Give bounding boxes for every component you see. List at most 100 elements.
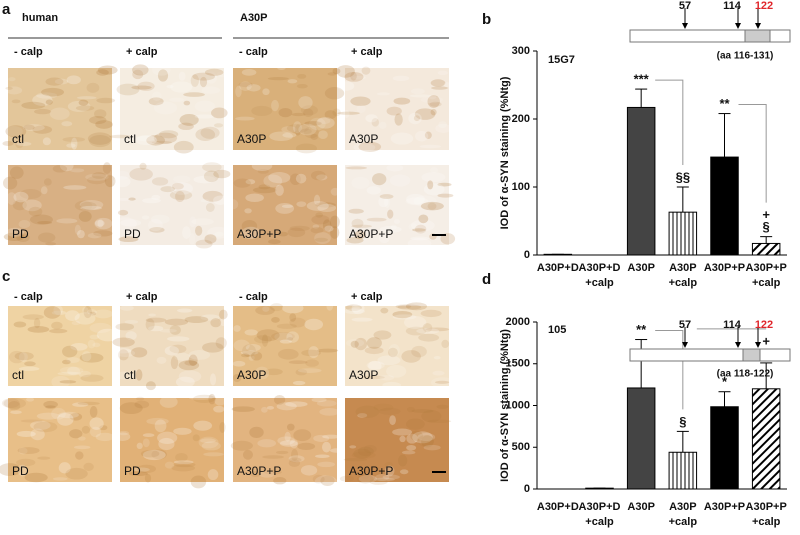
significance-mark: * [722,374,728,389]
tissue-texture [79,352,104,363]
tissue-texture [315,202,336,208]
tissue-texture [152,91,162,101]
tissue-texture [420,309,442,318]
column-label: + calp [126,291,158,303]
tissue-texture [20,419,43,423]
tissue-texture [188,233,196,245]
tissue-texture [437,182,452,187]
tissue-texture [233,178,251,188]
tissue-texture [213,123,224,128]
tissue-texture [85,173,109,181]
micrograph: PD [112,162,231,249]
tissue-texture [51,321,63,330]
tissue-texture [208,393,216,405]
significance-mark: § [679,414,686,429]
tissue-texture [270,303,284,312]
tissue-texture [27,326,50,333]
tissue-texture [81,425,91,434]
tissue-texture [218,309,228,320]
tissue-texture [160,186,175,193]
error-bar [635,339,648,388]
tissue-texture [375,473,390,481]
tissue-texture [5,125,27,138]
tissue-texture [189,396,213,400]
tissue-texture [58,411,79,419]
tissue-texture [154,419,167,433]
tissue-texture [436,404,449,409]
tissue-texture [37,221,53,225]
tissue-texture [33,421,58,433]
tissue-texture [89,426,102,438]
tissue-texture [352,75,366,80]
tissue-texture [387,347,398,358]
tissue-texture [133,467,150,472]
tissue-texture [71,137,78,150]
tissue-texture [309,117,326,131]
tissue-texture [414,108,436,120]
tissue-texture [376,92,390,96]
tissue-texture [153,101,178,115]
micrograph: A30P+P [339,398,452,485]
tissue-texture [203,170,219,183]
tissue-texture [408,223,418,231]
tissue-texture [164,461,175,469]
x-tick-line: +calp [752,277,781,289]
site-arrowhead [735,23,741,29]
x-tick-line: +calp [669,516,698,528]
tissue-texture [386,364,407,378]
tissue-texture [233,339,250,352]
tissue-texture [366,217,387,222]
micrograph-bg [120,68,224,150]
tissue-texture [308,346,319,359]
tissue-texture [329,215,340,229]
tissue-texture [296,83,308,89]
tissue-texture [405,197,429,206]
tissue-texture [300,465,318,476]
tissue-texture [235,116,255,121]
tissue-texture [207,226,230,239]
tissue-texture [277,436,295,445]
tissue-texture [144,473,152,483]
tissue-texture [275,184,284,196]
tissue-texture [319,407,340,416]
tissue-texture [300,105,318,116]
tissue-texture [115,197,133,201]
tissue-texture [372,173,387,186]
x-tick-line: A30P+D [579,262,621,274]
tissue-texture [390,224,397,230]
tissue-texture [115,432,131,441]
tissue-texture [245,179,256,185]
tissue-texture [303,108,314,118]
tissue-texture [170,356,179,370]
tissue-texture [80,205,103,211]
tissue-texture [16,458,36,467]
tissue-texture [321,441,331,453]
tissue-texture [17,464,28,477]
tissue-texture [275,203,295,214]
tissue-texture [284,431,291,442]
tissue-texture [118,236,139,243]
tissue-texture [249,426,264,438]
tissue-texture [303,126,319,139]
tissue-texture [288,455,305,463]
tissue-texture [10,410,22,415]
tissue-texture [83,306,92,319]
tissue-texture [71,320,81,326]
tissue-texture [246,84,261,92]
tissue-texture [421,172,446,183]
tissue-texture [59,159,74,172]
tissue-texture [266,405,275,410]
tissue-texture [215,337,227,349]
error-bar [718,391,731,407]
significance-mark: ** [719,96,730,111]
tissue-texture [289,225,310,232]
tissue-texture [170,182,193,195]
micrograph: A30P [232,301,339,386]
x-tick-line: A30P+P [704,501,745,513]
x-tick-label: A30P +calp [669,501,698,528]
x-tick-line: A30P+D [537,501,579,513]
tissue-texture [96,328,120,342]
tissue-texture [286,331,299,343]
tissue-texture [179,113,199,126]
tissue-texture [62,359,71,365]
